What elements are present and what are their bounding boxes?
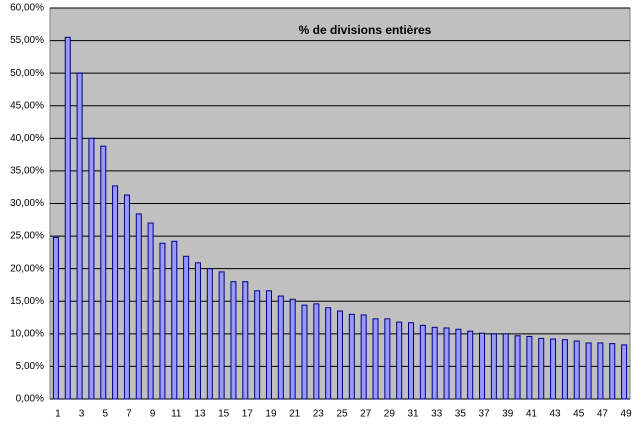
bar [337,310,343,400]
y-tick-label: 20,00% [10,263,44,274]
y-tick-label: 10,00% [10,328,44,339]
x-tick-label: 13 [194,409,206,420]
x-tick-label: 25 [336,409,348,420]
bar [502,333,509,400]
x-tick-label: 33 [431,409,443,420]
bar [538,337,545,400]
x-tick-label: 29 [384,409,396,420]
bar [301,304,308,400]
bar [313,303,320,400]
x-tick-label: 27 [360,409,372,420]
x-tick-label: 9 [150,409,156,420]
bar [561,339,568,400]
y-tick-label: 35,00% [10,166,44,177]
x-tick-label: 41 [526,409,538,420]
y-tick-label: 30,00% [10,198,44,209]
x-tick-label: 3 [79,409,85,420]
x-tick-label: 17 [242,409,254,420]
bar [573,340,580,400]
bar [479,332,486,400]
bar [490,333,497,400]
chart-title: % de divisions entières [299,23,432,37]
bar [206,268,213,400]
x-tick-label: 43 [549,409,561,420]
x-tick-label: 39 [502,409,514,420]
y-tick-label: 40,00% [10,133,44,144]
bar [88,137,95,400]
x-tick-label: 5 [102,409,108,420]
x-tick-label: 49 [621,409,632,420]
bar [112,185,119,400]
x-tick-label: 37 [478,409,490,420]
bar [265,290,272,400]
x-tick-label: 31 [407,409,419,420]
bar [360,314,367,400]
bar [372,318,379,400]
bar [135,213,142,400]
bar [526,335,533,400]
y-tick-label: 25,00% [10,231,44,242]
bar [621,344,628,400]
x-tick-label: 23 [313,409,325,420]
bar [396,321,403,400]
bar [550,338,557,400]
x-tick-label: 47 [597,409,609,420]
bar [123,194,130,400]
x-tick-label: 19 [265,409,277,420]
bar [609,343,616,400]
bar [254,290,261,400]
y-tick-label: 45,00% [10,100,44,111]
bar [64,36,71,400]
bar [183,255,190,400]
x-tick-label: 45 [573,409,585,420]
bar [419,324,426,400]
y-tick-label: 60,00% [10,3,44,14]
bar [242,281,249,400]
y-tick-label: 15,00% [10,296,44,307]
x-tick-label: 21 [289,409,301,420]
bar [408,322,415,400]
bar [52,236,59,400]
bar [230,281,237,400]
bar [431,326,438,400]
bar [76,72,83,400]
bar [597,342,604,400]
bar [194,262,201,400]
bar [455,328,462,400]
x-tick-label: 15 [218,409,230,420]
y-tick-label: 0,00% [16,394,44,405]
bar [100,145,107,400]
y-tick-label: 5,00% [16,361,44,372]
y-tick-label: 50,00% [10,68,44,79]
x-tick-label: 7 [126,409,132,420]
bar [218,271,225,400]
bar [325,307,332,400]
bar [147,222,154,400]
bar [467,330,474,400]
x-tick-label: 1 [55,409,61,420]
bar [159,242,166,400]
bar [514,335,521,400]
x-tick-label: 11 [171,409,182,420]
bar [171,240,178,400]
bar [443,327,450,400]
bar [384,318,391,400]
bar [289,298,296,400]
y-tick-label: 55,00% [10,35,44,46]
x-tick-label: 35 [455,409,467,420]
bar [348,313,355,400]
bar [585,342,592,400]
bar [277,295,284,400]
